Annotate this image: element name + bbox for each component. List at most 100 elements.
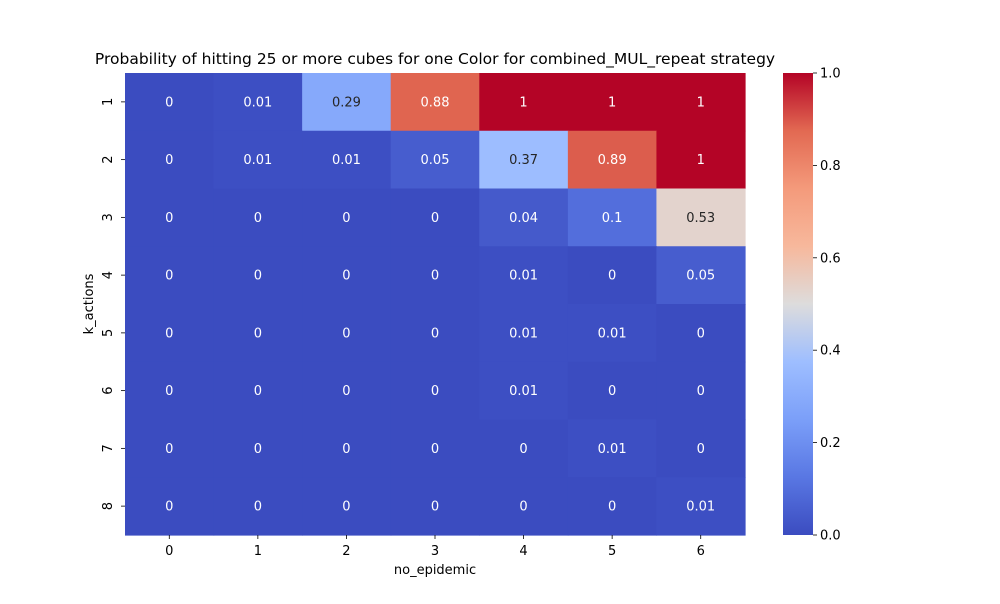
heatmap-cell [567,477,658,536]
cell-value-label: 0.01 [243,95,272,110]
heatmap-cell [125,304,215,363]
heatmap-cell [125,73,215,132]
cell-value-label: 0 [254,211,262,226]
heatmap-cell [213,246,303,305]
heatmap-cell [213,419,303,478]
cell-value-label: 0 [254,269,262,284]
y-axis-label: k_actions [82,273,97,334]
heatmap-cell [567,361,658,421]
heatmap-cell [567,419,658,478]
heatmap-cell [567,188,658,247]
heatmap-cell [656,477,746,536]
heatmap-cell [302,304,392,363]
heatmap-cell [125,361,215,421]
cell-value-label: 0.01 [598,326,627,341]
heatmap-cell [125,477,215,536]
cell-value-label: 0 [697,326,705,341]
cell-value-label: 0 [608,269,616,284]
heatmap-cell [479,477,569,536]
heatmap-cell [479,304,569,363]
cell-value-label: 0.01 [509,269,538,284]
x-tick-label: 3 [431,544,439,559]
heatmap-cell [479,361,569,421]
colorbar-tick-label: 1.0 [820,67,841,82]
heatmap-cell [390,361,480,421]
cell-value-label: 0 [697,442,705,457]
cell-value-label: 1 [519,95,527,110]
y-axis: 1 2 3 4 5 6 7 8 [101,98,125,510]
heatmap-cell [302,477,392,536]
x-tick-label: 4 [519,544,527,559]
y-tick-label: 8 [101,502,116,510]
heatmap-cell [656,361,746,421]
heatmap-cell [390,130,480,190]
cell-value-label: 0 [254,384,262,399]
heatmap-cell [302,130,392,190]
cell-value-label: 0.88 [421,95,450,110]
heatmap-cell [567,304,658,363]
heatmap-cell [656,304,746,363]
cell-value-label: 0 [519,442,527,457]
colorbar: 0.0 0.2 0.4 0.6 0.8 1.0 [783,67,841,544]
cell-value-label: 0 [431,384,439,399]
cell-value-label: 0.01 [509,384,538,399]
cell-value-label: 0 [431,500,439,515]
cell-value-label: 0 [608,500,616,515]
colorbar-tick-label: 0.0 [820,529,841,544]
cell-value-label: 0.01 [686,500,715,515]
heatmap-cell [390,304,480,363]
y-tick-label: 4 [101,271,116,279]
y-tick-label: 7 [101,444,116,452]
heatmap-cell [479,188,569,247]
cell-value-label: 0 [431,442,439,457]
cell-value-label: 0 [165,211,173,226]
colorbar-tick-label: 0.8 [820,159,841,174]
heatmap-cell [125,419,215,478]
cell-value-label: 0.05 [421,153,450,168]
cell-value-label: 0 [431,326,439,341]
heatmap-cell [656,130,746,190]
y-tick-label: 5 [101,329,116,337]
cell-value-label: 1 [697,95,705,110]
cell-value-label: 0 [165,153,173,168]
cell-value-label: 0 [342,500,350,515]
heatmap-cell-labels: 0 0.01 0.29 0.88 1 1 1 0 0.01 0.01 0.05 0.37 0.89 1 0 0… [165,95,715,514]
cell-value-label: 0 [254,442,262,457]
heatmap-cell [125,130,215,190]
cell-value-label: 0.1 [602,211,623,226]
heatmap-cell [567,73,658,132]
y-tick-label: 3 [101,213,116,221]
cell-value-label: 0 [342,269,350,284]
heatmap-cell [213,130,303,190]
cell-value-label: 0.53 [686,211,715,226]
cell-value-label: 0.01 [509,326,538,341]
heatmap-cell [479,130,569,190]
heatmap-cell [656,419,746,478]
cell-value-label: 0 [254,500,262,515]
heatmap-cell [479,73,569,132]
heatmap-cell [302,188,392,247]
x-tick-label: 0 [165,544,173,559]
heatmap-cell [302,246,392,305]
heatmap-cell [479,246,569,305]
heatmap-cell [567,246,658,305]
colorbar-tick-label: 0.2 [820,436,841,451]
cell-value-label: 0 [254,326,262,341]
colorbar-tick-label: 0.4 [820,344,841,359]
cell-value-label: 0.01 [332,153,361,168]
heatmap-cell [656,73,746,132]
cell-value-label: 1 [608,95,616,110]
heatmap-cell [125,246,215,305]
cell-value-label: 0 [165,442,173,457]
cell-value-label: 0 [431,211,439,226]
cell-value-label: 0 [165,95,173,110]
heatmap-cell [213,73,303,132]
heatmap-cell [390,477,480,536]
y-tick-label: 1 [101,98,116,106]
cell-value-label: 0 [165,500,173,515]
y-tick-label: 6 [101,386,116,394]
cell-value-label: 0 [165,269,173,284]
cell-value-label: 0.05 [686,269,715,284]
cell-value-label: 0 [431,269,439,284]
